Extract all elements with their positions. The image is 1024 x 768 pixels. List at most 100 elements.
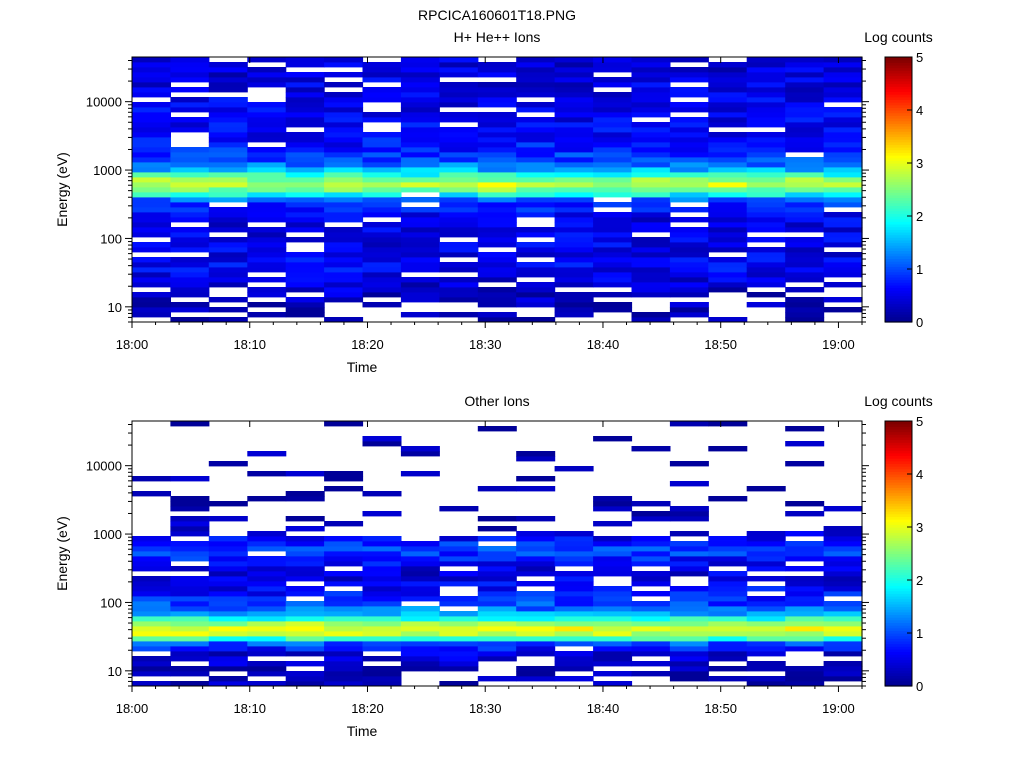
y-axis-label: Energy (eV) <box>54 152 70 227</box>
heatmap-cell <box>362 561 402 567</box>
heatmap-cell <box>285 157 325 163</box>
colorbar-segment <box>885 656 912 661</box>
colorbar-segment <box>885 609 912 613</box>
heatmap-cell <box>669 137 709 143</box>
heatmap-cell <box>554 227 594 233</box>
heatmap-cell <box>170 212 210 218</box>
heatmap-cell <box>554 586 594 592</box>
heatmap-cell <box>785 681 825 687</box>
heatmap-cell <box>208 571 248 577</box>
heatmap-cell <box>746 546 786 552</box>
heatmap-cell <box>669 257 709 263</box>
heatmap-cell <box>669 606 709 612</box>
heatmap-cell <box>362 302 402 308</box>
heatmap-cell <box>324 177 364 183</box>
heatmap-cell <box>746 222 786 228</box>
heatmap-cell <box>785 426 825 432</box>
heatmap-cell <box>285 641 325 647</box>
heatmap-cell <box>362 237 402 243</box>
heatmap-cell <box>823 671 863 677</box>
heatmap-cell <box>477 237 517 243</box>
heatmap-cell <box>593 551 633 557</box>
heatmap-cell <box>554 72 594 78</box>
heatmap-cell <box>823 142 863 148</box>
heatmap-cell <box>669 232 709 238</box>
colorbar-segment <box>885 492 912 496</box>
heatmap-cell <box>593 566 633 572</box>
colorbar-segment <box>885 314 912 318</box>
heatmap-cell <box>669 586 709 592</box>
heatmap-cell <box>593 506 633 512</box>
heatmap-cell <box>362 187 402 193</box>
heatmap-cell <box>208 152 248 158</box>
heatmap-cell <box>708 596 748 602</box>
heatmap-cell <box>170 117 210 123</box>
heatmap-cell <box>823 77 863 83</box>
heatmap-cell <box>477 202 517 208</box>
heatmap-cell <box>669 127 709 133</box>
heatmap-cell <box>785 222 825 228</box>
colorbar-segment <box>885 672 912 676</box>
colorbar-segment <box>885 80 912 85</box>
heatmap-cell <box>208 307 248 313</box>
heatmap-cell <box>823 82 863 88</box>
heatmap-cell <box>746 92 786 98</box>
colorbar-segment <box>885 466 912 470</box>
heatmap-cell <box>708 421 748 427</box>
heatmap-cell <box>324 157 364 163</box>
heatmap-cell <box>669 77 709 83</box>
heatmap-cell <box>708 561 748 567</box>
colorbar-segment <box>885 57 912 61</box>
colorbar-segment <box>885 508 912 512</box>
heatmap-cell <box>669 636 709 642</box>
heatmap-cell <box>593 631 633 637</box>
heatmap-cell <box>823 167 863 173</box>
heatmap-cell <box>132 257 171 263</box>
colorbar-segment <box>885 107 912 111</box>
heatmap-cell <box>170 307 210 313</box>
heatmap-cell <box>208 681 248 687</box>
colorbar-segment <box>885 62 912 66</box>
heatmap-cell <box>285 87 325 93</box>
heatmap-cell <box>400 646 440 652</box>
heatmap-cell <box>400 651 440 657</box>
heatmap-cell <box>208 157 248 163</box>
heatmap-cell <box>669 157 709 163</box>
heatmap-cell <box>823 122 863 128</box>
colorbar-segment <box>885 582 912 586</box>
colorbar-segment <box>885 96 912 100</box>
heatmap-cell <box>132 591 171 597</box>
heatmap-cell <box>400 92 440 98</box>
heatmap-cell <box>477 207 517 213</box>
heatmap-cell <box>516 646 556 652</box>
heatmap-cell <box>285 137 325 143</box>
heatmap-cell <box>132 671 171 677</box>
colorbar-segment <box>885 250 912 254</box>
colorbar-segment <box>885 271 912 275</box>
heatmap-cell <box>324 147 364 153</box>
colorbar-segment <box>885 577 912 581</box>
heatmap-cell <box>554 277 594 283</box>
heatmap-cell <box>170 421 210 427</box>
heatmap-cell <box>823 212 863 218</box>
heatmap-cell <box>785 262 825 268</box>
heatmap-cell <box>708 202 748 208</box>
heatmap-cell <box>746 202 786 208</box>
heatmap-cell <box>132 102 171 108</box>
heatmap-cell <box>285 182 325 188</box>
colorbar-segment <box>885 627 912 631</box>
heatmap-cell <box>669 107 709 113</box>
heatmap-cell <box>477 297 517 303</box>
heatmap-cell <box>400 576 440 582</box>
heatmap-cell <box>132 297 171 303</box>
heatmap-cell <box>285 631 325 637</box>
heatmap-cell <box>669 611 709 617</box>
heatmap-cell <box>362 222 402 228</box>
heatmap-cell <box>554 197 594 203</box>
heatmap-cell <box>170 621 210 627</box>
colorbar-segment <box>885 421 912 425</box>
heatmap-cell <box>477 546 517 552</box>
heatmap-cell <box>362 207 402 213</box>
heatmap-cell <box>477 197 517 203</box>
heatmap-cell <box>132 182 171 188</box>
